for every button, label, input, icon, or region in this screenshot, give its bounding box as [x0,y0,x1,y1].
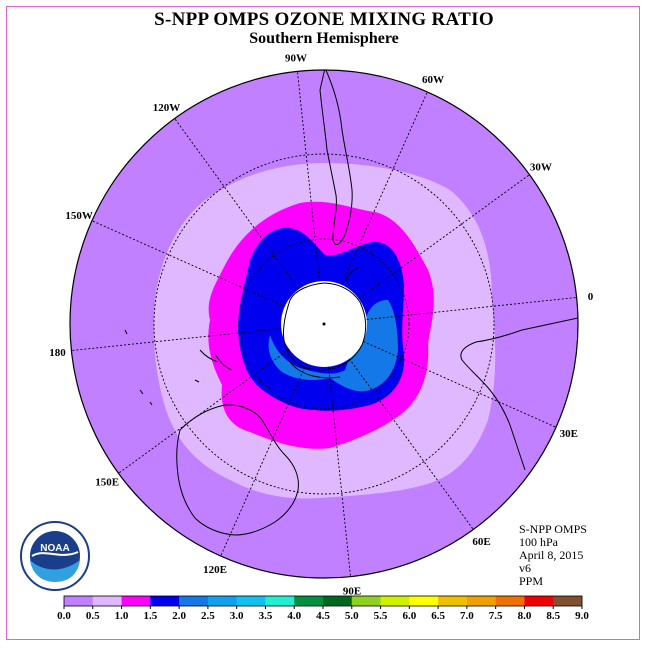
meridian-line [297,71,320,282]
meridian-line [348,358,474,530]
colorbar-tick-label: 6.0 [402,610,416,622]
colorbar-segment [121,596,151,606]
australia-coastline [176,404,299,536]
graticule [71,71,577,577]
longitude-label: 150E [95,477,119,489]
longitude-label: 60W [422,74,444,86]
colorbar-tick-label: 1.0 [115,610,129,622]
longitude-label: 150W [65,210,93,222]
colorbar-tick-label: 3.0 [230,610,244,622]
meridian-line [366,297,577,320]
colorbar-segment [207,596,237,606]
colorbar-segment [409,596,439,606]
colorbar-segment [265,596,295,606]
meridian-line [363,341,557,428]
colorbar-tick-label: 0.0 [57,610,71,622]
longitude-label: 120W [153,102,181,114]
colorbar-segment [466,596,496,606]
longitude-label: 30E [560,428,578,440]
colorbar-tick-label: 4.0 [287,610,301,622]
map-title: S-NPP OMPS OZONE MIXING RATIO [154,9,494,30]
colorbar-segment [351,596,381,606]
info-version: v6 [519,561,531,575]
map-boundary-circle [69,69,579,579]
meridian-line [328,366,351,577]
new-zealand-coastline [199,349,233,371]
colorbar-tick-label: 9.0 [575,610,589,622]
latitude-circle [153,153,495,495]
meridian-line [220,363,307,557]
colorbar-tick-label: 8.0 [518,610,532,622]
colorbar-tick-label: 5.0 [345,610,359,622]
info-level: 100 hPa [519,535,558,549]
colorbar-tick-label: 2.5 [201,610,215,622]
coastlines [124,70,578,536]
latitude-circle [238,238,410,410]
colorbar-segment [150,596,180,606]
longitude-label: 0 [588,291,594,303]
longitude-label: 180 [49,347,66,359]
colorbar-tick-label: 2.0 [172,610,186,622]
longitude-labels: 0 30E 60E 90E 120E 150E 180 150W 120W 90W 60W 30W [49,52,594,597]
colorbar-segment [553,596,583,606]
noaa-logo-text: NOAA [40,543,69,554]
colorbar-tick-label: 7.0 [460,610,474,622]
colorbar-segment [524,596,554,606]
colorbar-tick-label: 0.5 [86,610,100,622]
longitude-label: 90W [285,52,307,64]
figure-border [6,6,640,640]
longitude-label: 60E [472,536,490,548]
colorbar-tick-label: 5.5 [374,610,388,622]
info-block: S-NPP OMPS 100 hPa April 8, 2015 v6 PPM [519,523,587,588]
info-units: PPM [519,574,544,588]
meridian-line [71,328,282,351]
colorbar-tick-label: 8.5 [546,610,560,622]
colorbar-segment [495,596,525,606]
colorbar-tick-label: 3.5 [259,610,273,622]
info-instrument: S-NPP OMPS [519,522,587,536]
colorbar-segment [179,596,209,606]
colorbar-segment [236,596,266,606]
meridian-line [174,118,300,290]
longitude-label: 120E [203,564,227,576]
south-america-coastline [319,70,353,246]
africa-coastline [460,317,578,471]
colorbar-tick-label: 4.5 [316,610,330,622]
colorbar: 0.0 0.5 1.0 1.5 2.0 2.5 3.0 3.5 4.0 4.5 5.0 5.5 6.0 6… [57,595,589,622]
colorbar-tick-label: 7.5 [489,610,503,622]
colorbar-segment [380,596,410,606]
colorbar-segment [438,596,468,606]
longitude-label: 30W [530,161,552,173]
noaa-logo: NOAA [20,521,90,591]
longitude-label: 90E [343,586,361,598]
antarctica-coastline [282,267,367,379]
meridian-line [118,348,290,474]
info-date: April 8, 2015 [519,548,584,562]
colorbar-tick-label: 6.5 [431,610,445,622]
colorbar-segment [294,596,324,606]
map-subtitle: Southern Hemisphere [249,30,399,47]
colorbar-segment [92,596,122,606]
colorbar-segment [64,596,94,606]
south-pole-marker [322,322,326,326]
meridian-line [358,174,530,300]
meridian-line [341,91,428,285]
colorbar-tick-label: 1.5 [143,610,157,622]
colorbar-segment [323,596,353,606]
meridian-line [91,220,285,307]
islands-coastline [124,329,200,406]
